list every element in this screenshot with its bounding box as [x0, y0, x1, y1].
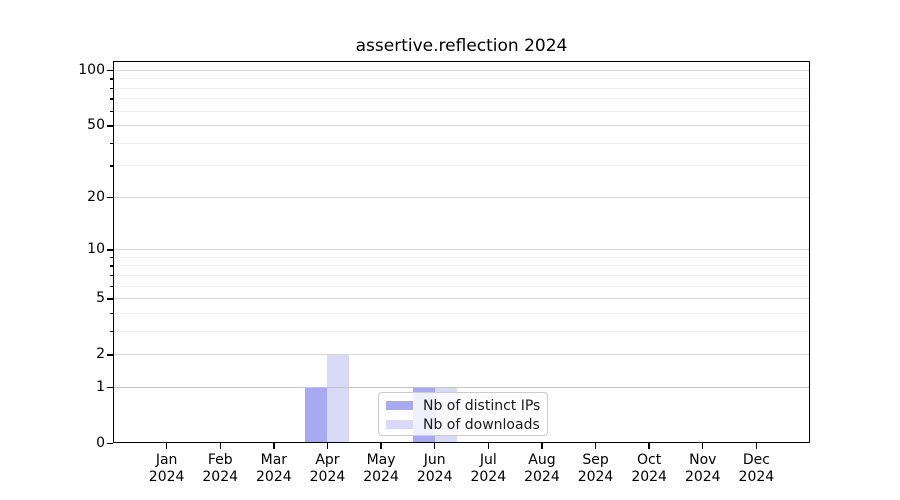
x-tick-jun — [433, 443, 436, 449]
y-tick-label-0: 0 — [96, 435, 105, 451]
gridline-5 — [113, 298, 810, 300]
minor-gridline-80 — [113, 87, 810, 89]
y-minor-tick-6 — [109, 285, 113, 288]
minor-gridline-90 — [113, 78, 810, 80]
x-tick-label-jul: Jul 2024 — [470, 452, 507, 485]
bar-apr-downloads — [327, 354, 350, 443]
y-minor-tick-60 — [109, 110, 113, 113]
x-tick-oct — [648, 443, 650, 449]
legend: Nb of distinct IPs Nb of downloads — [378, 392, 548, 436]
x-tick-label-feb: Feb 2024 — [202, 452, 239, 485]
gridlines-layer — [113, 61, 810, 443]
y-minor-tick-3 — [109, 330, 113, 333]
x-tick-label-jun: Jun 2024 — [416, 452, 453, 485]
y-tick-0 — [107, 443, 113, 445]
y-minor-tick-90 — [109, 78, 113, 80]
y-minor-tick-70 — [109, 98, 113, 100]
y-tick-10 — [107, 249, 113, 251]
y-tick-label-1: 1 — [96, 378, 105, 395]
minor-gridline-4 — [113, 312, 810, 314]
y-minor-tick-9 — [109, 256, 113, 259]
gridline-1 — [113, 386, 810, 388]
minor-gridline-7 — [113, 274, 810, 276]
legend-label-downloads: Nb of downloads — [423, 416, 540, 433]
y-tick-label-10: 10 — [87, 241, 105, 258]
minor-gridline-30 — [113, 165, 810, 167]
y-tick-20 — [107, 196, 113, 199]
y-minor-tick-30 — [109, 165, 113, 167]
y-tick-2 — [107, 354, 113, 356]
legend-swatch-distinct-ips — [386, 400, 413, 411]
gridline-10 — [113, 249, 810, 251]
legend-label-distinct-ips: Nb of distinct IPs — [423, 397, 541, 414]
x-tick-jan — [165, 443, 168, 449]
gridline-100 — [113, 70, 810, 71]
minor-gridline-8 — [113, 265, 810, 267]
chart-title: assertive.reflection 2024 — [355, 36, 568, 56]
x-tick-dec — [755, 443, 758, 449]
legend-item-downloads: Nb of downloads — [379, 415, 547, 434]
x-tick-label-mar: Mar 2024 — [256, 452, 292, 485]
gridline-2 — [113, 354, 810, 356]
y-tick-label-20: 20 — [87, 188, 105, 205]
y-tick-label-100: 100 — [78, 62, 105, 78]
y-minor-tick-4 — [109, 312, 113, 315]
x-tick-sep — [594, 443, 597, 449]
x-tick-label-nov: Nov 2024 — [684, 452, 721, 485]
minor-gridline-6 — [113, 285, 810, 287]
minor-gridline-70 — [113, 98, 810, 100]
y-minor-tick-40 — [109, 142, 113, 145]
y-tick-50 — [107, 125, 113, 127]
x-tick-label-apr: Apr 2024 — [309, 452, 346, 485]
minor-gridline-60 — [113, 110, 810, 112]
x-tick-label-jan: Jan 2024 — [148, 452, 185, 485]
legend-item-distinct-ips: Nb of distinct IPs — [379, 396, 547, 415]
gridline-20 — [113, 196, 810, 198]
bar-apr-distinct-ips — [305, 386, 328, 443]
minor-gridline-9 — [113, 256, 810, 258]
gridline-50 — [113, 125, 810, 127]
legend-swatch-downloads — [386, 419, 413, 430]
x-tick-aug — [541, 443, 543, 449]
y-tick-label-2: 2 — [96, 346, 105, 363]
y-minor-tick-8 — [109, 265, 113, 267]
x-tick-label-sep: Sep 2024 — [577, 452, 614, 485]
x-tick-label-dec: Dec 2024 — [738, 452, 775, 485]
x-tick-label-aug: Aug 2024 — [524, 452, 560, 485]
x-tick-label-may: May 2024 — [363, 452, 399, 485]
x-tick-may — [380, 443, 382, 449]
y-minor-tick-7 — [109, 274, 113, 277]
x-tick-label-oct: Oct 2024 — [631, 452, 667, 485]
x-tick-apr — [326, 443, 329, 449]
minor-gridline-40 — [113, 142, 810, 144]
plot-area: Nb of distinct IPs Nb of downloads — [113, 61, 810, 443]
y-tick-5 — [107, 298, 113, 300]
x-tick-jul — [487, 443, 489, 449]
x-tick-mar — [273, 443, 275, 449]
y-minor-tick-80 — [109, 87, 113, 90]
y-tick-100 — [107, 70, 113, 72]
x-tick-feb — [219, 443, 221, 449]
y-tick-label-5: 5 — [96, 290, 105, 307]
minor-gridline-3 — [113, 330, 810, 332]
y-tick-1 — [107, 386, 113, 389]
x-tick-nov — [702, 443, 704, 449]
y-tick-label-50: 50 — [87, 117, 105, 134]
